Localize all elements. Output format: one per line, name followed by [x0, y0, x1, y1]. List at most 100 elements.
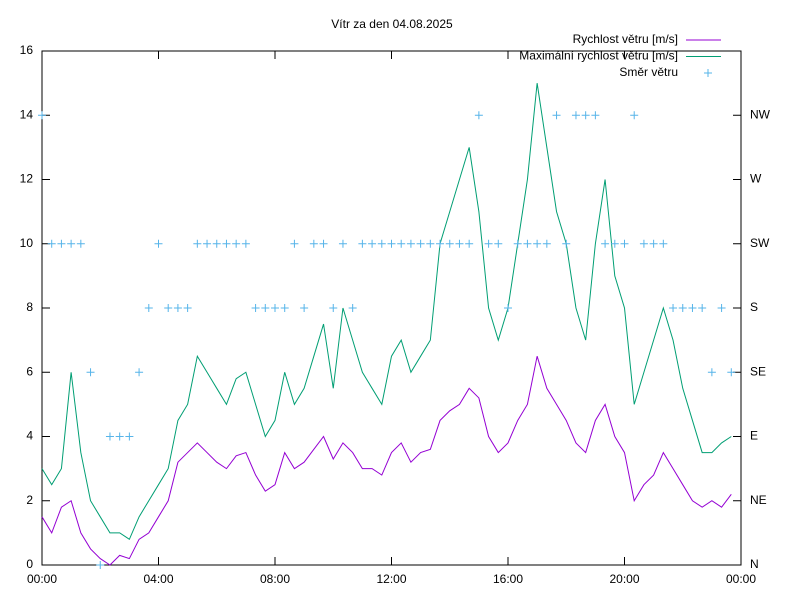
direction-point	[105, 432, 114, 441]
direction-point	[523, 239, 532, 248]
direction-point	[659, 239, 668, 248]
direction-point	[329, 304, 338, 312]
direction-point	[727, 368, 736, 377]
direction-point	[193, 239, 202, 248]
direction-point	[232, 239, 241, 248]
x-tick-label: 08:00	[260, 572, 290, 586]
y-tick-label: 4	[26, 429, 33, 443]
direction-point	[669, 304, 678, 312]
y-tick-label: 6	[26, 364, 33, 378]
direction-point	[397, 239, 406, 248]
y-tick-label: 16	[20, 43, 34, 57]
y2-tick-label: SE	[750, 364, 766, 378]
direction-point	[135, 368, 144, 377]
direction-point	[290, 239, 299, 248]
direction-point	[707, 368, 716, 377]
direction-point	[717, 304, 726, 312]
direction-point	[513, 239, 522, 248]
direction-point	[571, 111, 580, 120]
direction-point	[241, 239, 250, 248]
direction-point	[591, 111, 600, 120]
direction-point	[309, 239, 318, 248]
direction-point	[406, 239, 415, 248]
direction-point	[173, 304, 182, 312]
y-tick-label: 14	[20, 107, 34, 121]
y-tick-label: 10	[20, 236, 34, 250]
direction-point	[348, 304, 357, 312]
y2-tick-label: S	[750, 300, 758, 314]
legend-label: Směr větru	[619, 65, 678, 79]
direction-point	[358, 239, 367, 248]
legend-label: Maximální rychlost větru [m/s]	[519, 49, 678, 63]
y-tick-label: 8	[26, 300, 33, 314]
direction-point	[426, 239, 435, 248]
x-tick-label: 16:00	[493, 572, 523, 586]
legend-label: Rychlost větru [m/s]	[573, 32, 678, 46]
y2-tick-label: NE	[750, 493, 767, 507]
direction-point	[436, 239, 445, 248]
direction-point	[562, 239, 571, 248]
direction-point	[96, 561, 105, 569]
series-line	[41, 83, 732, 541]
direction-point	[251, 304, 260, 312]
direction-point	[76, 239, 85, 248]
direction-point	[581, 111, 590, 120]
x-tick-label: 12:00	[376, 572, 406, 586]
y2-tick-label: NW	[750, 107, 771, 121]
direction-point	[125, 432, 134, 441]
y2-tick-label: E	[750, 429, 758, 443]
direction-point	[474, 111, 483, 120]
direction-point	[57, 239, 66, 248]
y2-tick-label: W	[750, 172, 762, 186]
y-tick-label: 0	[26, 557, 33, 571]
y-tick-label: 12	[20, 172, 34, 186]
direction-point	[38, 111, 46, 120]
direction-point	[154, 239, 163, 248]
y-tick-label: 2	[26, 493, 33, 507]
direction-point	[601, 239, 610, 248]
direction-point	[620, 239, 629, 248]
x-tick-label: 20:00	[609, 572, 639, 586]
y2-tick-label: SW	[750, 236, 770, 250]
x-tick-label: 04:00	[143, 572, 173, 586]
direction-point	[222, 239, 231, 248]
direction-point	[504, 304, 512, 312]
direction-point	[280, 304, 289, 312]
direction-point	[300, 304, 309, 312]
direction-point	[678, 304, 687, 312]
direction-point	[183, 304, 192, 312]
direction-point	[494, 239, 503, 248]
direction-point	[484, 239, 493, 248]
direction-point	[67, 239, 76, 248]
direction-point	[416, 239, 425, 248]
direction-point	[552, 111, 561, 120]
y2-tick-label: N	[750, 557, 759, 571]
direction-point	[368, 239, 377, 248]
direction-point	[115, 432, 124, 441]
direction-point	[144, 304, 153, 312]
direction-point	[47, 239, 56, 248]
direction-point	[338, 239, 347, 248]
direction-point	[445, 239, 454, 248]
direction-point	[698, 304, 707, 312]
direction-point	[610, 239, 619, 248]
direction-point	[542, 239, 551, 248]
direction-point	[377, 239, 386, 248]
direction-point	[319, 239, 328, 248]
series-line	[41, 356, 732, 566]
direction-point	[630, 111, 639, 120]
direction-point	[455, 239, 464, 248]
direction-point	[465, 239, 474, 248]
direction-point	[261, 304, 270, 312]
direction-point	[533, 239, 542, 248]
direction-point	[164, 304, 173, 312]
direction-point	[271, 304, 279, 312]
chart-title: Vítr za den 04.08.2025	[331, 17, 453, 31]
direction-point	[212, 239, 221, 248]
x-tick-label: 00:00	[27, 572, 57, 586]
direction-point	[203, 239, 212, 248]
direction-point	[688, 304, 697, 312]
direction-point	[649, 239, 658, 248]
